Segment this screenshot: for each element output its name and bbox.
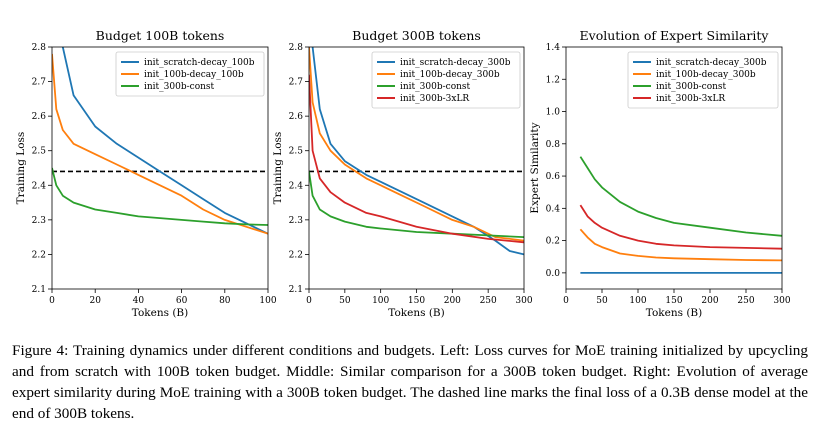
series-line-init_300b-const bbox=[52, 167, 268, 226]
series-line-init_100b-decay_300b bbox=[309, 47, 524, 242]
series-line-init_300b-3xLR bbox=[579, 204, 782, 250]
legend-entry: init_100b-decay_300b bbox=[400, 70, 500, 80]
x-tick-label: 250 bbox=[737, 296, 754, 306]
x-tick-label: 80 bbox=[219, 296, 231, 306]
y-tick-label: 2.6 bbox=[32, 112, 47, 122]
y-tick-label: 2.8 bbox=[289, 43, 304, 53]
x-axis-label: Tokens (B) bbox=[646, 307, 702, 319]
y-tick-label: 2.4 bbox=[289, 181, 304, 191]
x-tick-label: 300 bbox=[515, 296, 532, 306]
series-line-init_100b-decay_100b bbox=[52, 53, 268, 235]
y-tick-label: 2.8 bbox=[32, 43, 47, 53]
legend-box bbox=[371, 51, 521, 109]
plot-frame bbox=[308, 46, 525, 290]
legend-entry: init_300b-const bbox=[400, 82, 471, 92]
series-line-init_scratch-decay_100b bbox=[61, 47, 268, 235]
x-tick-label: 300 bbox=[773, 296, 790, 306]
x-tick-label: 250 bbox=[480, 296, 497, 306]
y-tick-label: 2.4 bbox=[32, 181, 47, 191]
x-tick-label: 100 bbox=[372, 296, 389, 306]
x-tick-label: 0 bbox=[306, 296, 312, 306]
x-tick-label: 40 bbox=[133, 296, 145, 306]
y-axis-label: Training Loss bbox=[272, 132, 284, 205]
chart-title: Budget 100B tokens bbox=[96, 28, 225, 43]
legend-box bbox=[115, 51, 265, 97]
legend-entry: init_300b-3xLR bbox=[656, 94, 725, 104]
y-tick-label: 2.7 bbox=[289, 78, 304, 88]
y-tick-label: 0.4 bbox=[546, 204, 561, 214]
chart-panel-1: Budget 100B tokens 0 20 40 60 80 100 2.1 2.2 2.3 2… bbox=[15, 28, 277, 319]
y-tick-label: 2.5 bbox=[289, 147, 304, 157]
y-tick-label: 0.2 bbox=[546, 237, 560, 247]
x-tick-label: 0 bbox=[563, 296, 569, 306]
chart-title: Budget 300B tokens bbox=[352, 28, 481, 43]
y-axis-label: Training Loss bbox=[15, 132, 27, 205]
y-axis-label: Expert Similarity bbox=[529, 122, 541, 213]
plot-frame bbox=[565, 46, 783, 290]
series-line-init_300b-const bbox=[579, 156, 782, 237]
y-tick-label: 2.7 bbox=[32, 78, 47, 88]
legend-entry: init_scratch-decay_300b bbox=[400, 58, 511, 68]
legend-box bbox=[627, 51, 779, 109]
y-tick-label: 2.2 bbox=[289, 250, 303, 260]
legend-entry: init_scratch-decay_300b bbox=[656, 58, 767, 68]
x-tick-label: 150 bbox=[665, 296, 682, 306]
y-tick-label: 2.6 bbox=[289, 112, 304, 122]
x-tick-label: 200 bbox=[444, 296, 461, 306]
series-group bbox=[309, 47, 524, 256]
legend: init_scratch-decay_300b init_100b-decay_3… bbox=[627, 51, 779, 109]
x-axis-label: Tokens (B) bbox=[388, 307, 444, 319]
x-tick-label: 150 bbox=[408, 296, 425, 306]
y-tick-label: 2.1 bbox=[289, 285, 303, 295]
y-tick-label: 1.4 bbox=[546, 43, 561, 53]
legend: init_scratch-decay_100b init_100b-decay_1… bbox=[115, 51, 265, 97]
legend: init_scratch-decay_300b init_100b-decay_3… bbox=[371, 51, 521, 109]
legend-entry: init_100b-decay_100b bbox=[144, 70, 244, 80]
y-tick-label: 2.5 bbox=[32, 147, 47, 157]
legend-entry: init_300b-3xLR bbox=[400, 94, 469, 104]
x-tick-label: 50 bbox=[596, 296, 608, 306]
series-line-init_300b-const bbox=[309, 171, 524, 238]
legend-entry: init_100b-decay_300b bbox=[656, 70, 756, 80]
figure-caption: Figure 4: Training dynamics under differ… bbox=[12, 342, 808, 422]
x-tick-label: 60 bbox=[176, 296, 188, 306]
x-tick-label: 20 bbox=[89, 296, 101, 306]
y-tick-label: 1.0 bbox=[546, 108, 561, 118]
y-tick-label: 0.6 bbox=[546, 172, 561, 182]
y-tick-label: 2.3 bbox=[289, 216, 304, 226]
series-line-init_300b-3xLR bbox=[309, 74, 524, 244]
x-axis-label: Tokens (B) bbox=[132, 307, 188, 319]
plot-frame bbox=[51, 46, 269, 290]
chart-panel-3: Evolution of Expert Similarity 0 50 100 150 2… bbox=[529, 28, 791, 319]
figure: Budget 100B tokens 0 20 40 60 80 100 2.1 2.2 2.3 2… bbox=[15, 28, 791, 319]
y-tick-label: 1.2 bbox=[546, 75, 560, 85]
series-line-init_scratch-decay_300b bbox=[311, 47, 524, 256]
legend-entry: init_300b-const bbox=[656, 82, 727, 92]
series-line-init_100b-decay_300b bbox=[579, 228, 782, 262]
y-tick-label: 0.8 bbox=[546, 140, 561, 150]
y-tick-label: 2.1 bbox=[32, 285, 46, 295]
x-tick-label: 50 bbox=[339, 296, 351, 306]
x-tick-label: 0 bbox=[49, 296, 55, 306]
legend-entry: init_scratch-decay_100b bbox=[144, 58, 255, 68]
x-tick-label: 100 bbox=[259, 296, 276, 306]
series-group bbox=[579, 156, 782, 274]
x-tick-label: 100 bbox=[629, 296, 646, 306]
y-tick-label: 2.2 bbox=[32, 250, 46, 260]
x-tick-label: 200 bbox=[701, 296, 718, 306]
chart-title: Evolution of Expert Similarity bbox=[580, 28, 770, 43]
legend-entry: init_300b-const bbox=[144, 82, 215, 92]
series-group bbox=[52, 47, 268, 235]
y-tick-label: 2.3 bbox=[32, 216, 47, 226]
chart-panel-2: Budget 300B tokens 0 50 100 150 200 250 300 2.1 2… bbox=[272, 28, 533, 319]
y-tick-label: 0.0 bbox=[546, 269, 561, 279]
